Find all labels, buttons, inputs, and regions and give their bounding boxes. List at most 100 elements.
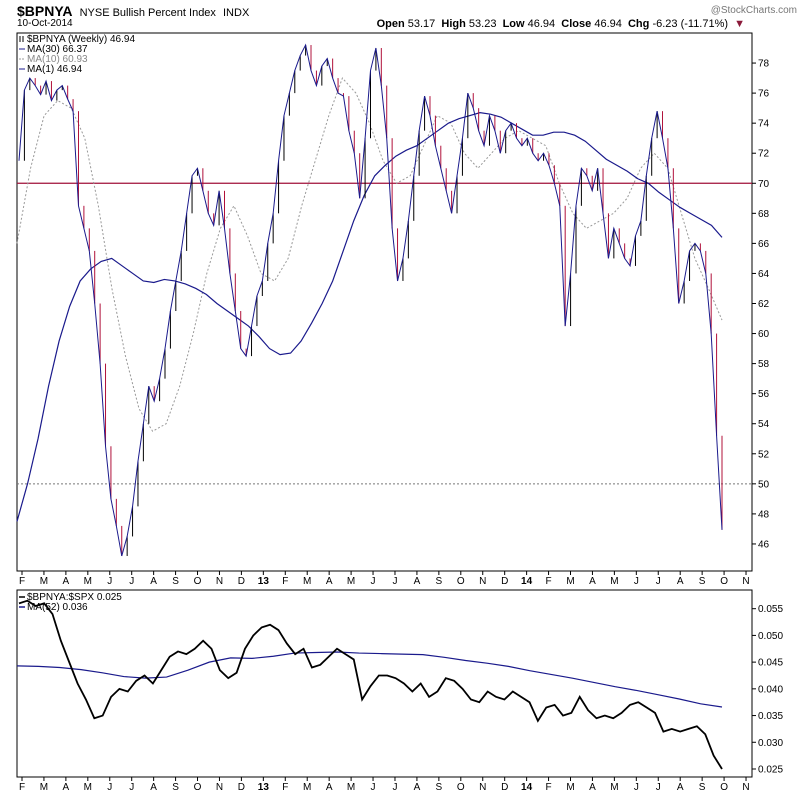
x-tick-label: S — [172, 576, 179, 587]
x-tick-label: M — [610, 782, 618, 793]
x-tick-label: M — [84, 782, 92, 793]
x-tick-label: N — [742, 782, 749, 793]
symbol-label: $BPNYA — [17, 3, 73, 19]
x-tick-label: A — [326, 782, 333, 793]
y-tick-label: 0.055 — [758, 604, 783, 615]
y-tick-label: 0.030 — [758, 738, 783, 749]
x-tick-label: J — [371, 576, 376, 587]
x-tick-label: M — [347, 782, 355, 793]
y-tick-label: 48 — [758, 509, 770, 520]
plot-frame — [16, 32, 753, 572]
legend-entry: $BPNYA:$SPX 0.025 — [27, 592, 122, 603]
x-tick-label: A — [589, 576, 596, 587]
x-tick-label: 13 — [258, 576, 270, 587]
x-tick-label: F — [282, 576, 288, 587]
x-tick-label: J — [371, 782, 376, 793]
x-tick-label: 13 — [258, 782, 270, 793]
x-tick-label: J — [634, 782, 639, 793]
x-tick-label: N — [479, 782, 486, 793]
x-tick-label: O — [194, 782, 202, 793]
y-tick-label: 0.035 — [758, 711, 783, 722]
y-tick-label: 58 — [758, 359, 770, 370]
y-tick-label: 0.040 — [758, 684, 783, 695]
x-tick-label: A — [150, 782, 157, 793]
x-tick-label: M — [40, 576, 48, 587]
close-value: 46.94 — [594, 18, 622, 30]
chart-title: $BPNYA NYSE Bullish Percent Index INDX — [17, 3, 249, 19]
x-tick-label: J — [656, 782, 661, 793]
y-tick-label: 68 — [758, 209, 770, 220]
x-tick-label: J — [634, 576, 639, 587]
x-tick-label: M — [566, 576, 574, 587]
watermark: @StockCharts.com — [710, 5, 797, 16]
quote-summary: Open 53.17 High 53.23 Low 46.94 Close 46… — [377, 18, 745, 30]
x-tick-label: F — [282, 782, 288, 793]
x-tick-label: J — [129, 782, 134, 793]
y-tick-label: 50 — [758, 479, 770, 490]
x-tick-label: D — [238, 782, 245, 793]
main-panel: 46 48 50 52 54 56 58 60 62 64 66 68 70 72 74 76 78 F M A M J J… — [16, 32, 770, 587]
y-tick-label: 60 — [758, 329, 770, 340]
x-tick-label: J — [107, 782, 112, 793]
y-tick-label: 74 — [758, 119, 770, 130]
down-triangle-icon: ▼ — [734, 18, 745, 30]
low-value: 46.94 — [527, 18, 556, 30]
y-tick-label: 78 — [758, 59, 770, 70]
x-tick-label: J — [392, 576, 397, 587]
y-tick-label: 70 — [758, 179, 770, 190]
x-tick-label: S — [436, 782, 443, 793]
plot-frame — [16, 589, 753, 778]
exchange-label: INDX — [223, 7, 250, 19]
ma10-line — [16, 77, 723, 432]
x-tick-label: N — [216, 782, 223, 793]
x-tick-label: D — [501, 782, 508, 793]
x-tick-label: A — [677, 576, 684, 587]
ratio-line — [18, 599, 723, 770]
x-tick-label: S — [699, 782, 706, 793]
x-tick-label: 14 — [521, 782, 533, 793]
x-tick-label: A — [589, 782, 596, 793]
x-tick-label: A — [414, 782, 421, 793]
ma1-line — [18, 43, 723, 557]
y-tick-label: 76 — [758, 89, 770, 100]
x-tick-label: M — [303, 576, 311, 587]
x-tick-label: A — [63, 782, 70, 793]
close-label: Close — [561, 18, 592, 30]
y-tick-label: 64 — [758, 269, 770, 280]
high-label: High — [441, 18, 466, 30]
x-tick-label: S — [699, 576, 706, 587]
y-tick-label: 56 — [758, 389, 770, 400]
x-tick-label: A — [326, 576, 333, 587]
x-tick-label: O — [457, 576, 465, 587]
ratio-panel: 0.025 0.030 0.035 0.040 0.045 0.050 0.055 F M A M J… — [16, 589, 783, 793]
x-tick-label: D — [238, 576, 245, 587]
legend-entry: MA(10) 60.93 — [27, 54, 88, 65]
x-tick-label: A — [150, 576, 157, 587]
y-tick-label: 0.045 — [758, 658, 783, 669]
x-tick-label: F — [19, 782, 25, 793]
x-tick-label: O — [457, 782, 465, 793]
x-tick-label: M — [84, 576, 92, 587]
x-tick-label: J — [107, 576, 112, 587]
x-tick-label: F — [546, 576, 552, 587]
y-tick-label: 66 — [758, 239, 770, 250]
x-tick-label: A — [677, 782, 684, 793]
x-tick-label: F — [19, 576, 25, 587]
x-tick-label: A — [414, 576, 421, 587]
x-tick-label: M — [303, 782, 311, 793]
x-tick-label: M — [347, 576, 355, 587]
x-tick-label: J — [129, 576, 134, 587]
y-tick-label: 0.050 — [758, 631, 783, 642]
x-tick-label: N — [742, 576, 749, 587]
ma30-line — [16, 112, 723, 522]
x-tick-label: M — [566, 782, 574, 793]
x-tick-label: S — [172, 782, 179, 793]
ma52-line — [16, 651, 723, 708]
x-tick-label: A — [63, 576, 70, 587]
chart-date: 10-Oct-2014 — [17, 18, 73, 29]
x-tick-label: J — [656, 576, 661, 587]
open-value: 53.17 — [407, 18, 436, 30]
y-tick-label: 62 — [758, 299, 770, 310]
y-tick-label: 54 — [758, 419, 770, 430]
